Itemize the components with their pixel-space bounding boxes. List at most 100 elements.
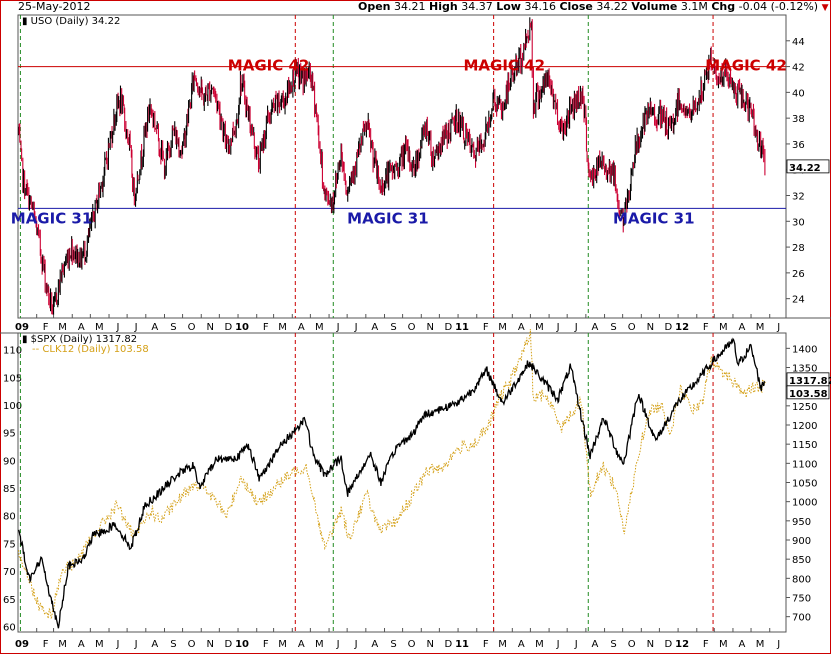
upper-x-tick-label: M [58,322,67,333]
lower-x-tick-label: J [116,639,120,650]
lower-right-y-tick-label: 1100 [792,459,817,470]
upper-x-tick-label: N [427,322,434,333]
upper-y-tick-label: 40 [792,88,805,99]
header-date: 25-May-2012 [18,0,91,13]
upper-x-tick-label: A [151,322,158,333]
lower-x-tick-label: A [151,639,158,650]
lower-x-tick-label: M [315,639,324,650]
lower-x-tick-label: J [776,639,780,650]
lower-x-tick-label: F [43,639,49,650]
lower-left-y-tick-label: 90 [3,456,16,467]
lower-x-tick-label: A [371,639,378,650]
magic-42-annotation: MAGIC 42 [228,57,310,75]
upper-x-tick-label: M [756,322,765,333]
lower-right-y-tick-label: 1400 [792,344,817,355]
low-value: 34.16 [524,0,556,13]
upper-x-tick-label: 12 [675,322,689,333]
volume-value: 3.1M [680,0,708,13]
uso-candles [18,17,766,315]
upper-x-tick-label: F [263,322,269,333]
low-label: Low [496,0,521,13]
upper-x-tick-label: A [371,322,378,333]
lower-x-tick-label: M [498,639,507,650]
upper-x-tick-label: D [445,322,453,333]
upper-x-tick-label: J [116,322,120,333]
lower-right-y-tick-label: 700 [792,613,811,624]
lower-x-tick-label: J [354,639,358,650]
uso-last-value: 34.22 [789,163,821,174]
magic-31-annotation: MAGIC 31 [347,209,429,227]
uso-legend: ▮ USO (Daily) 34.22 [22,16,120,27]
upper-x-tick-label: J [336,322,340,333]
upper-x-tick-label: 09 [15,322,29,333]
upper-x-tick-label: O [408,322,416,333]
lower-x-tick-label: 10 [235,639,249,650]
upper-x-tick-label: F [43,322,49,333]
lower-x-tick-label: D [224,639,232,650]
chg-down-arrow-icon: ▼ [821,3,829,13]
upper-x-tick-label: O [188,322,196,333]
upper-x-tick-label: D [665,322,673,333]
upper-y-tick-label: 30 [792,217,805,228]
lower-left-y-tick-label: 100 [3,401,22,412]
lower-x-tick-label: S [610,639,616,650]
magic-31-annotation: MAGIC 31 [11,209,93,227]
upper-x-tick-label: M [278,322,287,333]
upper-x-tick-label: O [628,322,636,333]
lower-x-tick-label: A [518,639,525,650]
lower-x-tick-label: O [188,639,196,650]
lower-x-tick-label: D [665,639,673,650]
clk12-line [18,329,766,620]
clk12-last-value: 103.58 [789,389,828,400]
upper-x-tick-label: A [78,322,85,333]
upper-y-tick-label: 28 [792,243,805,254]
lower-x-tick-label: A [298,639,305,650]
lower-left-y-tick-label: 75 [3,539,16,550]
lower-x-tick-label: M [756,639,765,650]
open-label: Open [358,0,391,13]
spx-legend: ▮ $SPX (Daily) 1317.82 [22,334,137,345]
upper-x-tick-label: S [390,322,396,333]
spx-last-value: 1317.82 [789,376,831,387]
lower-x-tick-label: M [535,639,544,650]
lower-right-y-tick-label: 900 [792,536,811,547]
lower-x-tick-label: A [591,639,598,650]
lower-right-y-tick-label: 850 [792,555,811,566]
lower-left-y-tick-label: 65 [3,595,16,606]
clk12-legend: -- CLK12 (Daily) 103.58 [32,344,149,355]
upper-x-tick-label: S [610,322,616,333]
lower-x-tick-label: A [78,639,85,650]
lower-x-tick-label: S [170,639,176,650]
lower-x-tick-label: F [263,639,269,650]
upper-y-tick-label: 44 [792,37,805,48]
lower-right-y-tick-label: 1250 [792,402,817,413]
lower-right-y-tick-label: 1350 [792,364,817,375]
lower-x-tick-label: J [556,639,560,650]
upper-x-tick-label: M [535,322,544,333]
upper-x-tick-label: A [591,322,598,333]
clk12-last-value-box [786,385,830,400]
upper-x-tick-label: A [518,322,525,333]
lower-left-y-tick-label: 80 [3,512,16,523]
magic-42-annotation: MAGIC 42 [463,57,545,75]
lower-x-tick-label: M [278,639,287,650]
magic-31-annotation: MAGIC 31 [613,209,695,227]
close-label: Close [559,0,593,13]
upper-y-tick-label: 32 [792,192,805,203]
volume-label: Volume [631,0,678,13]
lower-right-y-tick-label: 1000 [792,498,817,509]
upper-x-tick-label: J [574,322,578,333]
lower-x-tick-label: F [483,639,489,650]
lower-x-tick-label: 09 [15,639,29,650]
upper-x-tick-label: M [315,322,324,333]
upper-y-tick-label: 38 [792,114,805,125]
upper-x-tick-label: S [170,322,176,333]
lower-right-y-tick-label: 750 [792,594,811,605]
lower-x-tick-label: A [739,639,746,650]
upper-x-tick-label: F [703,322,709,333]
upper-x-tick-label: M [719,322,728,333]
chg-label: Chg [711,0,736,13]
upper-x-tick-label: D [224,322,232,333]
close-value: 34.22 [596,0,628,13]
